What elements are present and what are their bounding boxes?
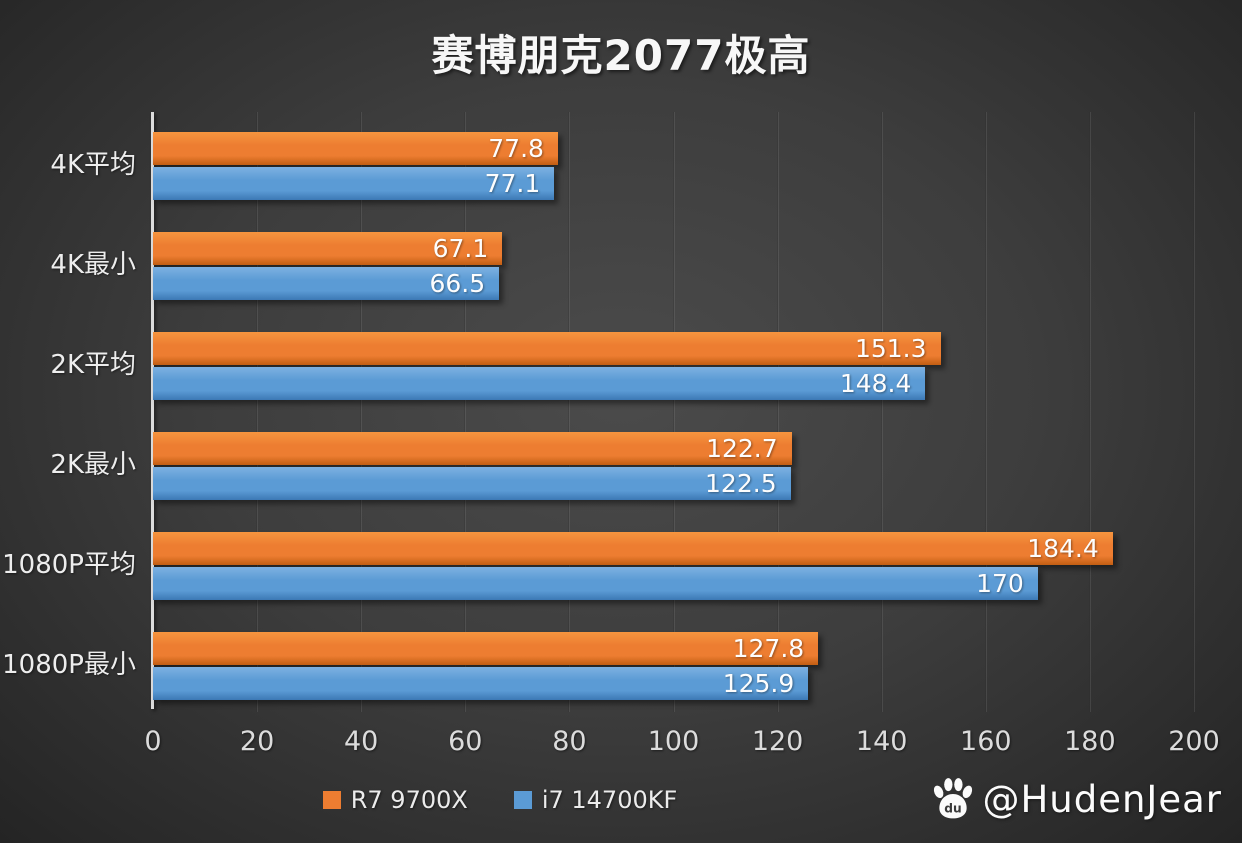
gridline-x-40 bbox=[360, 112, 363, 712]
gridline-x-160 bbox=[984, 112, 987, 712]
gridline-x-60 bbox=[464, 112, 467, 712]
category-axis-labels: 4K平均 4K最小 2K平均 2K最小 1080P平均 1080P最小 bbox=[0, 112, 136, 712]
x-tick-label-160: 160 bbox=[960, 726, 1012, 757]
bar-value-label: 184.4 bbox=[1027, 534, 1099, 563]
gridline-x-20 bbox=[256, 112, 259, 712]
category-label-0: 4K平均 bbox=[50, 149, 136, 180]
bar-i7-14700kf-5: 125.9 bbox=[153, 667, 809, 700]
bar-r7-9700x-1: 67.1 bbox=[153, 232, 503, 265]
x-tick-label-200: 200 bbox=[1168, 726, 1220, 757]
x-axis-tick-labels: 0 20 40 60 80 100 120 140 160 180 200 bbox=[144, 726, 1219, 760]
x-tick-label-0: 0 bbox=[144, 726, 162, 757]
bar-value-label: 151.3 bbox=[854, 334, 927, 363]
x-tick-label-180: 180 bbox=[1064, 726, 1116, 757]
category-label-2: 2K平均 bbox=[50, 349, 136, 380]
gridline-x-140 bbox=[880, 112, 883, 712]
x-tick-label-140: 140 bbox=[855, 726, 908, 757]
legend-item-i7-14700kf: i7 14700KF bbox=[513, 786, 678, 814]
bar-value-label: 148.4 bbox=[839, 369, 912, 398]
bar-i7-14700kf-0: 77.1 bbox=[153, 167, 555, 200]
watermark: du @HudenJear bbox=[930, 776, 1222, 822]
gridline-x-180 bbox=[1088, 112, 1091, 712]
bar-value-label: 127.8 bbox=[732, 634, 805, 663]
x-tick-label-40: 40 bbox=[344, 726, 379, 757]
legend-label: R7 9700X bbox=[350, 786, 468, 814]
bar-r7-9700x-0: 77.8 bbox=[153, 132, 558, 165]
x-tick-label-80: 80 bbox=[552, 726, 587, 757]
gridline-x-120 bbox=[776, 112, 779, 712]
bar-value-label: 77.8 bbox=[488, 134, 544, 163]
bar-i7-14700kf-3: 122.5 bbox=[153, 467, 791, 500]
bar-i7-14700kf-1: 66.5 bbox=[153, 267, 500, 300]
bar-r7-9700x-3: 122.7 bbox=[153, 432, 792, 465]
bar-value-label: 125.9 bbox=[722, 669, 795, 698]
category-label-3: 2K最小 bbox=[50, 449, 136, 480]
gridline-x-100 bbox=[672, 112, 675, 712]
bar-r7-9700x-4: 184.4 bbox=[153, 532, 1113, 565]
bar-i7-14700kf-2: 148.4 bbox=[153, 367, 926, 400]
bar-value-label: 170 bbox=[976, 569, 1024, 598]
legend: R7 9700X i7 14700KF bbox=[0, 786, 1000, 814]
bar-value-label: 66.5 bbox=[429, 269, 486, 298]
x-tick-label-100: 100 bbox=[647, 726, 700, 757]
legend-label: i7 14700KF bbox=[541, 786, 678, 814]
watermark-handle: @HudenJear bbox=[982, 777, 1222, 821]
baidu-paw-icon: du bbox=[930, 776, 976, 822]
bar-value-label: 67.1 bbox=[432, 234, 489, 263]
bar-i7-14700kf-4: 170 bbox=[153, 567, 1038, 600]
legend-swatch-blue bbox=[513, 791, 532, 809]
svg-text:du: du bbox=[945, 802, 962, 816]
bar-r7-9700x-5: 127.8 bbox=[153, 632, 819, 665]
bar-value-label: 122.5 bbox=[705, 469, 777, 498]
gridline-x-200 bbox=[1193, 112, 1195, 712]
category-label-5: 1080P最小 bbox=[2, 649, 136, 680]
category-label-1: 4K最小 bbox=[50, 249, 136, 280]
x-tick-label-20: 20 bbox=[239, 726, 275, 757]
x-tick-label-60: 60 bbox=[448, 726, 483, 757]
y-axis-line bbox=[151, 112, 154, 709]
category-label-4: 1080P平均 bbox=[2, 549, 136, 580]
plot-area: 77.8 77.1 67.1 66.5 151.3 148.4 122.7 122.5 184.… bbox=[151, 112, 1195, 712]
legend-swatch-orange bbox=[322, 791, 341, 809]
bar-r7-9700x-2: 151.3 bbox=[153, 332, 941, 365]
bar-value-label: 122.7 bbox=[706, 434, 778, 463]
chart-title: 赛博朋克2077极高 bbox=[431, 31, 811, 80]
x-tick-label-120: 120 bbox=[751, 726, 804, 757]
gridline-x-80 bbox=[568, 112, 571, 712]
bar-value-label: 77.1 bbox=[484, 169, 541, 198]
legend-item-r7-9700x: R7 9700X bbox=[322, 786, 468, 814]
